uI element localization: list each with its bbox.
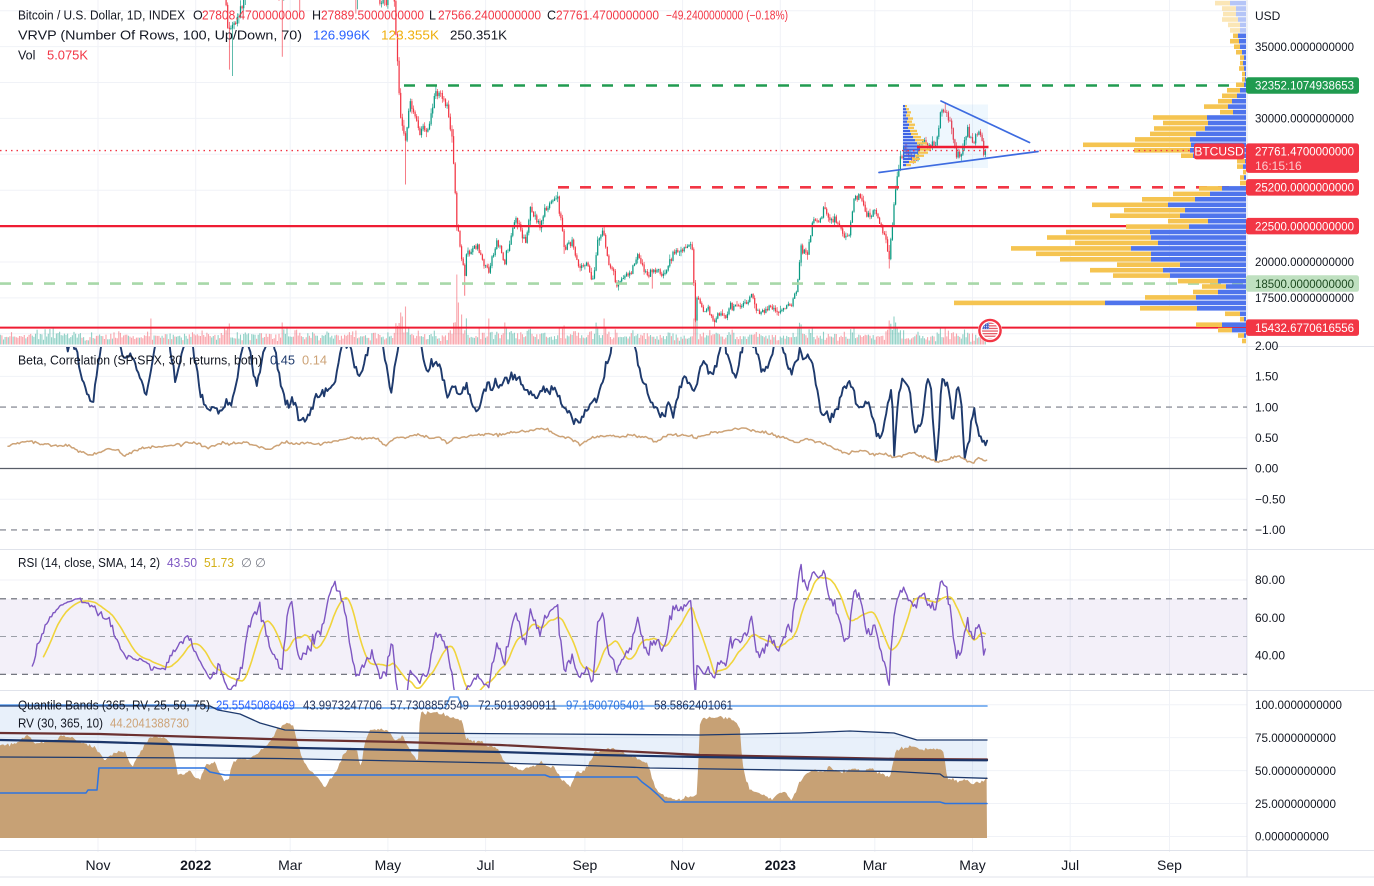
svg-text:58.5862401061: 58.5862401061 (654, 699, 733, 713)
svg-text:35000.0000000000: 35000.0000000000 (1255, 40, 1354, 54)
svg-text:27566.2400000000: 27566.2400000000 (438, 9, 541, 23)
svg-text:60.00: 60.00 (1255, 611, 1285, 625)
svg-text:Mar: Mar (278, 857, 302, 873)
svg-text:0.14: 0.14 (302, 354, 327, 368)
svg-text:Nov: Nov (86, 857, 111, 873)
svg-text:17500.0000000000: 17500.0000000000 (1255, 291, 1354, 305)
svg-text:80.00: 80.00 (1255, 573, 1285, 587)
svg-text:40.00: 40.00 (1255, 649, 1285, 663)
svg-text:0.45: 0.45 (270, 354, 295, 368)
svg-text:RSI (14, close, SMA, 14, 2): RSI (14, close, SMA, 14, 2) (18, 556, 160, 570)
svg-text:20000.0000000000: 20000.0000000000 (1255, 255, 1354, 269)
svg-text:51.73: 51.73 (204, 556, 234, 570)
svg-text:Quantile Bands (365, RV, 25, 5: Quantile Bands (365, RV, 25, 50, 75) (18, 699, 210, 713)
svg-text:VRVP (Number Of Rows, 100, Up/: VRVP (Number Of Rows, 100, Up/Down, 70) (18, 29, 302, 43)
svg-text:Sep: Sep (1157, 857, 1182, 873)
svg-text:72.5019390911: 72.5019390911 (478, 699, 557, 713)
svg-text:RV (30, 365, 10): RV (30, 365, 10) (18, 717, 103, 731)
svg-text:1.00: 1.00 (1255, 400, 1279, 414)
svg-text:57.7308855549: 57.7308855549 (390, 699, 469, 713)
svg-text:16:15:16: 16:15:16 (1255, 159, 1302, 173)
svg-text:O: O (193, 9, 203, 23)
svg-text:27808.4700000000: 27808.4700000000 (202, 9, 305, 23)
svg-text:22500.0000000000: 22500.0000000000 (1255, 219, 1354, 233)
svg-text:2.00: 2.00 (1255, 339, 1279, 353)
svg-text:43.50: 43.50 (167, 556, 197, 570)
svg-text:1.50: 1.50 (1255, 370, 1279, 384)
svg-text:43.9973247706: 43.9973247706 (303, 699, 382, 713)
svg-text:C: C (547, 9, 556, 23)
svg-text:18500.0000000000: 18500.0000000000 (1255, 277, 1354, 291)
svg-text:2023: 2023 (765, 857, 796, 873)
svg-text:30000.0000000000: 30000.0000000000 (1255, 112, 1354, 126)
svg-text:0.00: 0.00 (1255, 462, 1279, 476)
svg-text:H: H (312, 9, 321, 23)
svg-text:126.996K: 126.996K (313, 29, 371, 43)
svg-text:75.0000000000: 75.0000000000 (1255, 731, 1336, 745)
svg-text:15432.6770616556: 15432.6770616556 (1255, 321, 1354, 335)
svg-text:100.0000000000: 100.0000000000 (1255, 698, 1342, 712)
svg-text:Sep: Sep (572, 857, 597, 873)
svg-text:25.0000000000: 25.0000000000 (1255, 797, 1336, 811)
svg-text:123.355K: 123.355K (381, 29, 440, 43)
svg-text:50.0000000000: 50.0000000000 (1255, 764, 1336, 778)
svg-text:Bitcoin / U.S. Dollar, 1D, IND: Bitcoin / U.S. Dollar, 1D, INDEX (18, 9, 186, 23)
svg-text:5.075K: 5.075K (47, 49, 89, 63)
svg-text:0.0000000000: 0.0000000000 (1255, 830, 1329, 844)
svg-text:97.1500705401: 97.1500705401 (566, 699, 645, 713)
svg-text:−0.50: −0.50 (1255, 492, 1286, 506)
svg-text:May: May (375, 857, 401, 873)
svg-text:−49.2400000000 (−0.18%): −49.2400000000 (−0.18%) (666, 9, 788, 23)
svg-text:Nov: Nov (670, 857, 695, 873)
svg-text:Jul: Jul (477, 857, 495, 873)
svg-text:27889.5000000000: 27889.5000000000 (321, 9, 424, 23)
svg-text:250.351K: 250.351K (450, 29, 508, 43)
svg-text:25200.0000000000: 25200.0000000000 (1255, 181, 1354, 195)
svg-text:0.50: 0.50 (1255, 431, 1279, 445)
svg-text:27761.4700000000: 27761.4700000000 (1255, 145, 1354, 159)
svg-text:44.2041388730: 44.2041388730 (110, 717, 189, 731)
svg-text:Beta, Correlation (SP:SPX, 30,: Beta, Correlation (SP:SPX, 30, returns, … (18, 354, 262, 368)
svg-text:∅: ∅ (241, 556, 252, 570)
svg-text:Mar: Mar (863, 857, 887, 873)
svg-text:2022: 2022 (180, 857, 211, 873)
svg-text:∅: ∅ (255, 556, 266, 570)
svg-text:Jul: Jul (1061, 857, 1079, 873)
svg-text:32352.1074938653: 32352.1074938653 (1255, 79, 1354, 93)
svg-text:USD: USD (1255, 9, 1281, 23)
svg-text:BTCUSD: BTCUSD (1194, 145, 1244, 159)
svg-text:L: L (429, 9, 436, 23)
svg-text:27761.4700000000: 27761.4700000000 (556, 9, 659, 23)
svg-text:25.5545086469: 25.5545086469 (216, 699, 295, 713)
svg-text:May: May (959, 857, 985, 873)
svg-text:−1.00: −1.00 (1255, 523, 1286, 537)
svg-text:Vol: Vol (18, 49, 35, 63)
